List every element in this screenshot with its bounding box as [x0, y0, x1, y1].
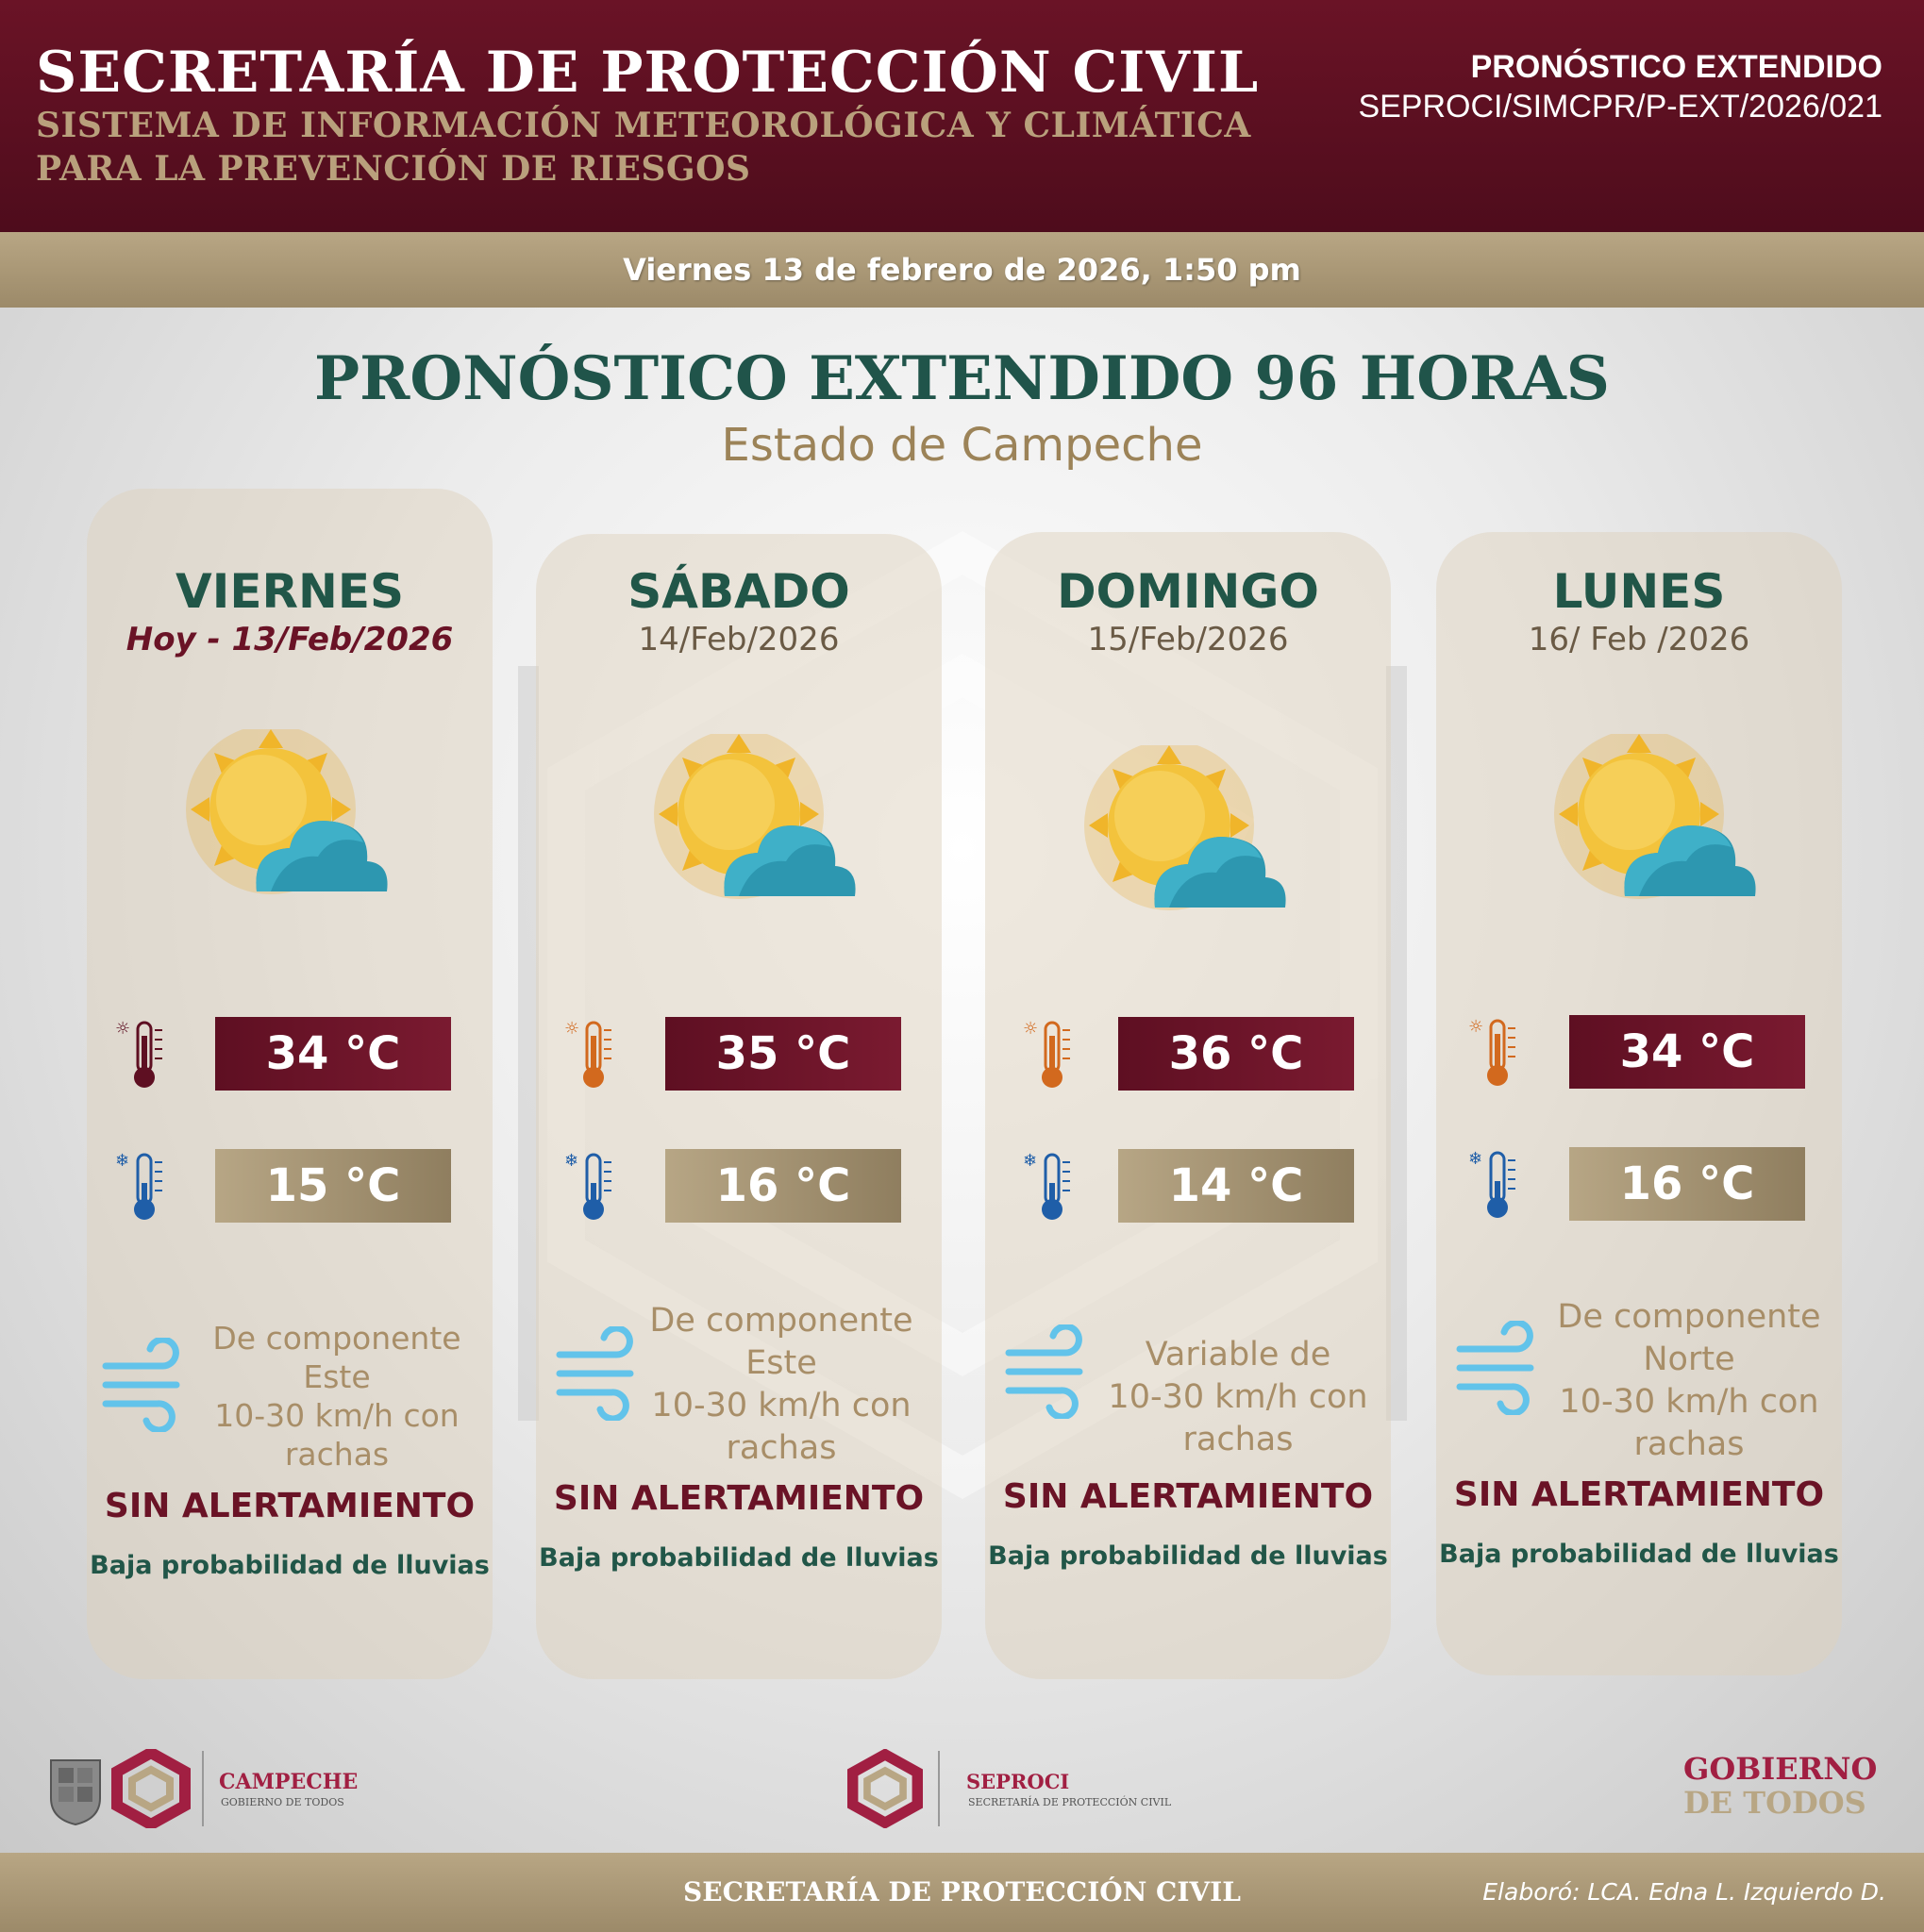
- wind-icon: [556, 1326, 634, 1421]
- thermometer-cold-icon: ❄: [1023, 1151, 1070, 1220]
- svg-text:☼: ☼: [115, 1019, 130, 1039]
- day-name: DOMINGO: [1057, 564, 1319, 619]
- alert-status: SIN ALERTAMIENTO: [104, 1487, 476, 1525]
- seproci-tag: SECRETARÍA DE PROTECCIÓN CIVIL: [968, 1796, 1172, 1808]
- min-temp: 16 °C: [665, 1149, 901, 1223]
- svg-text:☼: ☼: [1023, 1019, 1038, 1039]
- rain-probability: Baja probabilidad de lluvias: [1439, 1540, 1839, 1569]
- wind-description: De componente Norte 10-30 km/h con racha…: [1557, 1298, 1821, 1463]
- rain-probability: Baja probabilidad de lluvias: [539, 1543, 939, 1573]
- system-subtitle-line1: SISTEMA DE INFORMACIÓN METEOROLÓGICA Y C…: [36, 106, 1251, 145]
- seproci-name: SEPROCI: [966, 1770, 1070, 1793]
- thermometer-cold-icon: ❄: [564, 1151, 611, 1220]
- campeche-coat-of-arms-icon: [50, 1759, 101, 1826]
- footer-bar: SECRETARÍA DE PROTECCIÓN CIVIL Elaboró: …: [0, 1853, 1924, 1932]
- sun-cloud-icon: [1084, 745, 1286, 910]
- gobierno-logo-line1: GOBIERNO: [1683, 1751, 1878, 1787]
- rain-probability: Baja probabilidad de lluvias: [90, 1551, 490, 1580]
- agency-title: SECRETARÍA DE PROTECCIÓN CIVIL: [36, 40, 1260, 106]
- logo-divider: [938, 1751, 940, 1826]
- svg-text:❄: ❄: [564, 1151, 578, 1171]
- day-date: 16/ Feb /2026: [1528, 621, 1750, 658]
- svg-text:❄: ❄: [1023, 1151, 1037, 1171]
- campeche-tag: GOBIERNO DE TODOS: [221, 1796, 344, 1808]
- day-date: 14/Feb/2026: [638, 621, 840, 658]
- system-subtitle-line2: PARA LA PREVENCIÓN DE RIESGOS: [36, 149, 751, 189]
- svg-text:☼: ☼: [1468, 1017, 1483, 1037]
- max-temp: 34 °C: [215, 1017, 451, 1091]
- day-card-lunes: LUNES 16/ Feb /2026 ☼ 34 °C ❄ 16 °C: [1436, 532, 1842, 1675]
- state-name: Estado de Campeche: [721, 419, 1203, 472]
- alert-status: SIN ALERTAMIENTO: [1002, 1477, 1374, 1516]
- rain-probability: Baja probabilidad de lluvias: [988, 1541, 1388, 1571]
- wind-icon: [1005, 1324, 1083, 1419]
- day-date: Hoy - 13/Feb/2026: [125, 621, 454, 658]
- day-name: LUNES: [1552, 564, 1726, 619]
- footer-author: Elaboró: LCA. Edna L. Izquierdo D.: [1482, 1878, 1886, 1906]
- thermometer-hot-icon: ☼: [1023, 1019, 1070, 1088]
- day-name: VIERNES: [176, 564, 404, 619]
- max-temp: 35 °C: [665, 1017, 901, 1091]
- day-name: SÁBADO: [627, 564, 850, 619]
- alert-status: SIN ALERTAMIENTO: [1453, 1475, 1825, 1514]
- min-temp: 16 °C: [1569, 1147, 1805, 1221]
- min-temp: 15 °C: [215, 1149, 451, 1223]
- day-card-domingo: DOMINGO 15/Feb/2026 ☼ 36 °C ❄ 14 °C: [985, 532, 1391, 1679]
- alert-status: SIN ALERTAMIENTO: [553, 1479, 925, 1518]
- wind-description: Variable de 10-30 km/h con rachas: [1108, 1336, 1368, 1458]
- svg-text:❄: ❄: [115, 1151, 129, 1171]
- day-card-sabado: SÁBADO 14/Feb/2026 ☼ 35 °C ❄ 16 °C: [536, 534, 942, 1679]
- issued-date: Viernes 13 de febrero de 2026, 1:50 pm: [0, 232, 1924, 308]
- doc-type: PRONÓSTICO EXTENDIDO: [1470, 49, 1882, 85]
- day-card-viernes: VIERNES Hoy - 13/Feb/2026 ☼ 34 °C ❄ 15 °…: [87, 489, 493, 1679]
- day-date: 15/Feb/2026: [1087, 621, 1289, 658]
- seproci-logo-icon: [847, 1749, 923, 1828]
- sun-cloud-icon: [1554, 734, 1756, 899]
- thermometer-hot-icon: ☼: [1468, 1017, 1515, 1086]
- doc-code: SEPROCI/SIMCPR/P-EXT/2026/021: [1358, 89, 1882, 125]
- forecast-panel: PRONÓSTICO EXTENDIDO 96 HORAS Estado de …: [0, 308, 1924, 1853]
- campeche-name: CAMPECHE: [219, 1770, 359, 1794]
- max-temp: 34 °C: [1569, 1015, 1805, 1089]
- logo-divider: [202, 1751, 204, 1826]
- header-bar: SECRETARÍA DE PROTECCIÓN CIVIL SISTEMA D…: [0, 0, 1924, 232]
- gobierno-logo-line2: DE TODOS: [1683, 1785, 1866, 1821]
- thermometer-cold-icon: ❄: [1468, 1149, 1515, 1218]
- campeche-logo-icon: [111, 1749, 191, 1828]
- wind-description: De componente Este 10-30 km/h con rachas: [649, 1302, 913, 1467]
- sun-cloud-icon: [186, 729, 388, 894]
- thermometer-hot-icon: ☼: [564, 1019, 611, 1088]
- max-temp: 36 °C: [1118, 1017, 1354, 1091]
- wind-icon: [1456, 1321, 1534, 1415]
- forecast-title: PRONÓSTICO EXTENDIDO 96 HORAS: [314, 343, 1610, 414]
- svg-text:❄: ❄: [1468, 1149, 1482, 1169]
- min-temp: 14 °C: [1118, 1149, 1354, 1223]
- thermometer-hot-icon: ☼: [115, 1019, 162, 1088]
- wind-icon: [102, 1338, 180, 1432]
- thermometer-cold-icon: ❄: [115, 1151, 162, 1220]
- wind-description: De componente Este 10-30 km/h con rachas: [212, 1320, 461, 1473]
- footer-title: SECRETARÍA DE PROTECCIÓN CIVIL: [683, 1876, 1241, 1907]
- svg-text:☼: ☼: [564, 1019, 579, 1039]
- sun-cloud-icon: [654, 734, 856, 899]
